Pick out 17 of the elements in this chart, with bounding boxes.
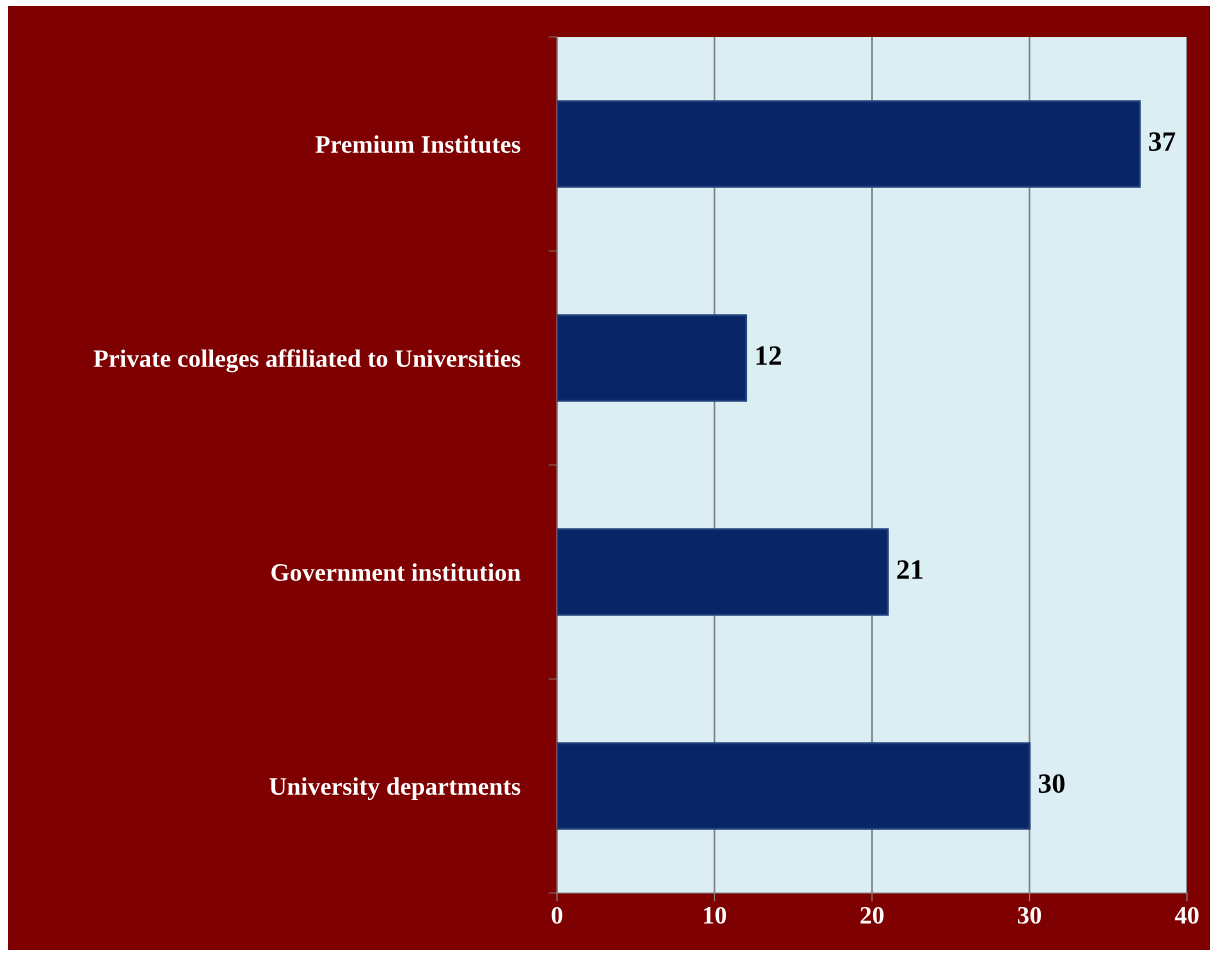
data-label: 30 <box>1038 774 1065 793</box>
x-tick-label: 10 <box>704 906 727 924</box>
bar <box>557 528 889 616</box>
x-tick-label: 20 <box>860 906 884 924</box>
bar <box>557 100 1141 188</box>
x-tick-label: 0 <box>551 906 563 924</box>
bar <box>557 742 1031 830</box>
data-label: 12 <box>756 346 781 365</box>
y-tick-label: Government institution <box>271 563 521 581</box>
x-tick-label: 30 <box>1017 906 1042 924</box>
y-tick-label: Premium Institutes <box>315 135 521 153</box>
data-label: 21 <box>897 560 923 579</box>
y-tick-label: Private colleges affiliated to Universities <box>93 349 521 373</box>
data-label: 37 <box>1149 132 1176 151</box>
bar <box>557 314 748 402</box>
y-tick-label: University departments <box>269 777 521 801</box>
x-tick-label: 40 <box>1174 906 1199 924</box>
